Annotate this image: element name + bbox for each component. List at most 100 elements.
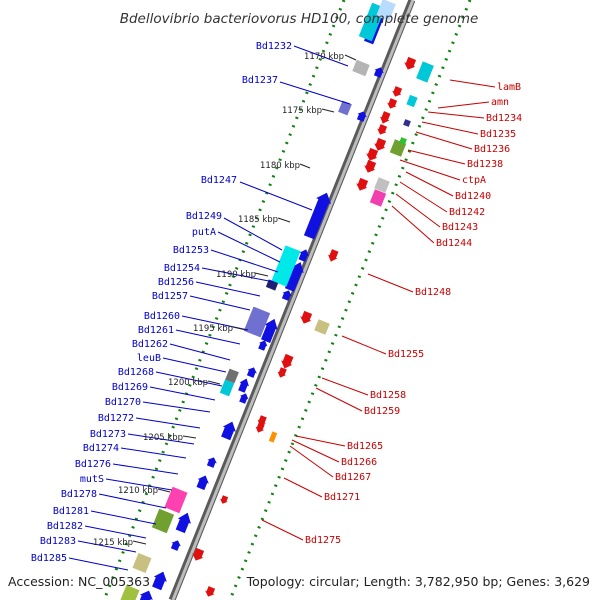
reverse-gene-arrow (392, 86, 403, 97)
leader-line (201, 267, 275, 283)
leader-line (449, 79, 496, 88)
leader-line (105, 478, 173, 491)
gene-label: Bd1232 (256, 41, 292, 52)
forward-gene-arrow (206, 457, 217, 468)
gene-label: Bd1255 (388, 349, 424, 360)
genome-backbone (168, 0, 416, 600)
leader-line (283, 477, 323, 498)
leader-line (77, 540, 137, 553)
leader-line (289, 445, 334, 478)
leader-line (210, 249, 279, 273)
leader-line (399, 181, 448, 213)
label-leaders (68, 45, 496, 571)
gene-box (314, 319, 330, 335)
gene-label: Bd1275 (305, 535, 341, 546)
gene-label: putA (192, 227, 216, 238)
leader-line (341, 335, 387, 355)
kbp-tick-label: 1200 kbp (168, 378, 208, 388)
gene-label: Bd1238 (467, 159, 503, 170)
forward-gene-arrow (298, 249, 309, 262)
gene-label: Bd1254 (164, 263, 200, 274)
gene-box (132, 553, 152, 573)
leader-line (367, 273, 414, 293)
accession-text: Accession: NC_005363 (8, 574, 150, 589)
gene-label: Bd1244 (436, 238, 472, 249)
gene-label: Bd1268 (118, 367, 154, 378)
leader-line (223, 217, 283, 251)
forward-gene-arrow (175, 512, 191, 534)
forward-gene-arrow (221, 421, 236, 441)
reverse-gene-arrow (192, 547, 205, 561)
reverse-gene-arrow (366, 147, 379, 161)
forward-gene-arrow (356, 111, 367, 122)
gene-label: Bd1266 (341, 457, 377, 468)
leader-line (437, 101, 490, 109)
gene-label: Bd1261 (138, 325, 174, 336)
leader-line (232, 326, 247, 331)
gene-label: Bd1237 (242, 75, 278, 86)
reverse-gene-arrow (300, 310, 313, 324)
forward-gene-arrow (284, 262, 304, 292)
kbp-tick-label: 1185 kbp (238, 215, 278, 225)
tick-line-outer (102, 0, 346, 600)
leader-line (261, 519, 304, 541)
reverse-gene-arrow (387, 98, 398, 109)
forward-gene-arrow (246, 367, 257, 378)
leader-line (421, 121, 479, 135)
leader-line (142, 401, 211, 413)
kbp-tick-label: 1205 kbp (143, 433, 183, 443)
leader-line (293, 45, 349, 67)
gene-box (376, 0, 396, 21)
gene-box (151, 508, 175, 534)
gene-label: Bd1240 (455, 191, 491, 202)
gene-label: Bd1242 (449, 207, 485, 218)
kbp-tick-label: 1180 kbp (260, 161, 300, 171)
gene-box (369, 189, 387, 207)
kbp-tick-label: 1190 kbp (216, 270, 256, 280)
leader-line (207, 380, 221, 385)
gene-label: Bd1256 (158, 277, 194, 288)
forward-gene-arrow (170, 540, 181, 551)
gene-box (268, 431, 278, 443)
reverse-gene-arrow (205, 586, 216, 597)
leader-line (169, 343, 231, 361)
forward-gene-arrow (373, 67, 384, 78)
forward-gene-arrow (303, 192, 331, 240)
gene-box (352, 59, 370, 77)
reverse-gene-arrow (356, 177, 369, 191)
forward-gene-arrow (239, 393, 249, 404)
gene-box (416, 61, 434, 83)
gene-box (403, 119, 411, 127)
leader-line (162, 357, 227, 373)
gene-label: Bd1285 (31, 553, 67, 564)
leader-line (427, 111, 485, 119)
leader-line (127, 433, 195, 445)
leader-line (239, 181, 313, 211)
gene-label: amn (491, 97, 509, 108)
leader-line (395, 193, 441, 228)
leader-line (189, 295, 251, 311)
leader-line (321, 377, 369, 396)
gene-label: Bd1260 (144, 311, 180, 322)
reverse-gene-arrow (374, 137, 387, 151)
leader-line (132, 540, 147, 545)
leader-line (277, 217, 291, 223)
gene-box (265, 279, 279, 291)
kbp-tick-label: 1215 kbp (93, 538, 133, 548)
gene-label: lamB (497, 82, 521, 93)
leader-line (321, 108, 335, 113)
leader-line (415, 131, 473, 150)
gene-label: Bd1278 (61, 489, 97, 500)
gene-box (406, 94, 418, 108)
gene-label: Bd1259 (364, 406, 400, 417)
leader-line (295, 435, 346, 447)
gene-label: Bd1234 (486, 113, 522, 124)
reverse-gene-arrow (255, 422, 265, 433)
gene-label: Bd1273 (90, 429, 126, 440)
kbp-tick-label: 1195 kbp (193, 324, 233, 334)
gene-label: ctpA (462, 175, 486, 186)
gene-label: mutS (80, 474, 104, 485)
gene-label: Bd1235 (480, 129, 516, 140)
reverse-gene-arrow (220, 495, 229, 504)
reverse-gene-arrow (281, 353, 294, 369)
